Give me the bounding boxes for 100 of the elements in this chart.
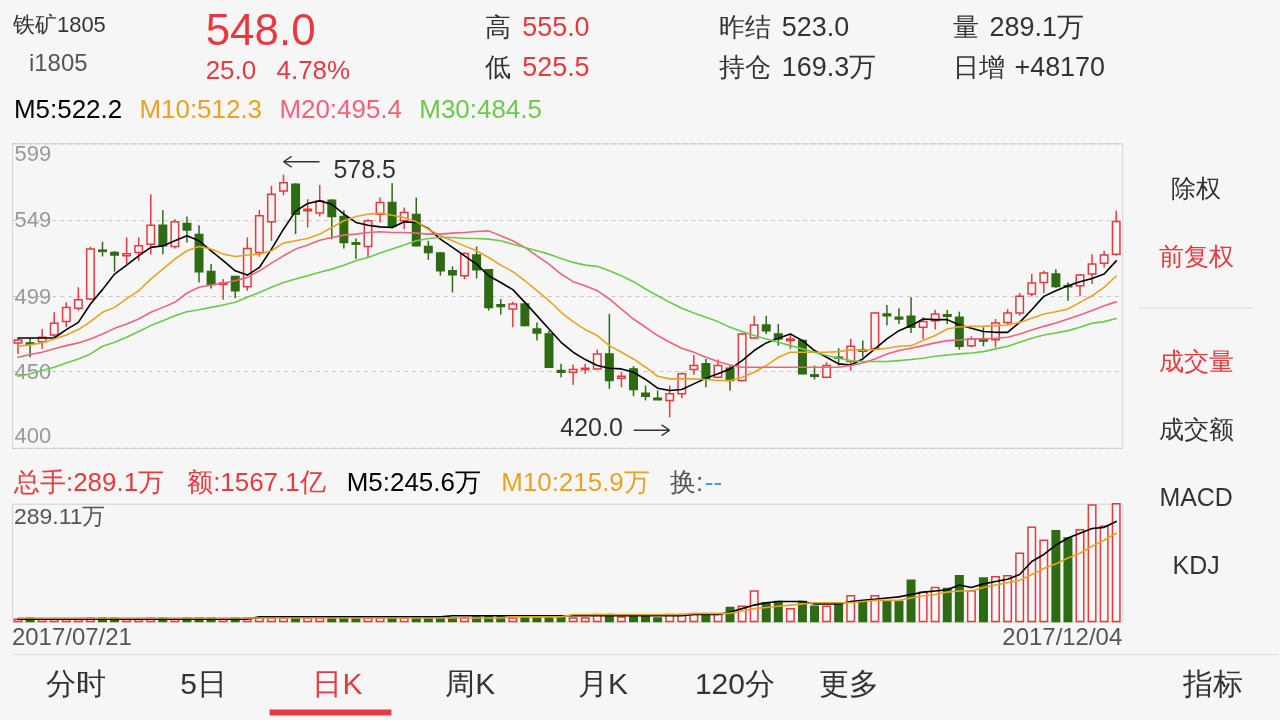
text: +48170 <box>1014 52 1106 83</box>
bar <box>749 590 759 623</box>
annotation: 289.11万 <box>13 502 106 529</box>
text: 548.0 <box>205 5 316 55</box>
bar <box>592 613 602 623</box>
bar <box>1039 539 1049 623</box>
bar <box>1075 528 1085 623</box>
text: 铁矿1805 <box>11 11 106 37</box>
text: 更多 <box>818 667 879 701</box>
bar <box>978 577 988 623</box>
bar <box>134 618 144 623</box>
text: MACD <box>1159 482 1233 511</box>
bar <box>894 600 904 623</box>
text: 169.3万 <box>781 52 877 83</box>
bar <box>689 613 699 623</box>
bar <box>822 605 832 623</box>
bar <box>1087 504 1097 623</box>
bar <box>713 613 723 623</box>
bar <box>61 618 71 623</box>
text: 日增 <box>952 53 1005 82</box>
text: i1805 <box>28 49 88 77</box>
bar <box>170 618 180 623</box>
bar <box>665 613 675 623</box>
text: 成交额 <box>1158 414 1234 443</box>
text: KDJ <box>1172 550 1220 579</box>
text: 前复权 <box>1158 242 1234 271</box>
text: 指标 <box>1182 667 1244 701</box>
text: 周K <box>445 667 496 701</box>
y-tick-label: 400 <box>14 423 52 449</box>
text: 高 <box>485 12 512 41</box>
text: 换: <box>670 467 704 496</box>
bar <box>460 617 470 623</box>
annotation: 420.0 <box>560 413 623 442</box>
bar <box>954 574 964 623</box>
text: M5:522.2 <box>13 95 123 124</box>
text: 525.5 <box>522 52 590 83</box>
text: M5:245.6万 <box>346 467 481 496</box>
text: M10:512.3 <box>139 95 263 124</box>
bar <box>508 617 518 623</box>
bar <box>13 618 23 623</box>
text: 日K <box>312 667 363 701</box>
bar <box>653 617 663 623</box>
text: 分时 <box>45 667 106 701</box>
y-tick-label: 549 <box>14 207 52 233</box>
bar <box>580 617 590 623</box>
bar <box>279 617 288 623</box>
y-tick-label: 499 <box>14 283 52 309</box>
bar <box>1111 503 1121 623</box>
text: 月K <box>578 667 629 701</box>
bar <box>1003 574 1013 623</box>
bar <box>146 617 156 623</box>
text: 4.78% <box>276 56 351 85</box>
annotation: 578.5 <box>333 154 396 183</box>
text: 低 <box>485 53 512 82</box>
bar <box>73 618 83 623</box>
bar <box>930 586 940 623</box>
text: 120分 <box>694 667 775 701</box>
text: 5日 <box>180 667 228 701</box>
bar <box>315 617 325 623</box>
text: 289.1万 <box>989 11 1084 42</box>
bar <box>737 605 747 623</box>
text: 555.0 <box>522 11 590 42</box>
text: 昨结 <box>718 12 771 41</box>
bar <box>49 618 59 623</box>
bar <box>1051 530 1061 623</box>
bar <box>677 613 687 623</box>
text: 总手:289.1万 <box>12 467 165 496</box>
bar <box>966 590 976 623</box>
text: M30:484.5 <box>419 95 542 124</box>
bar <box>906 579 916 623</box>
bar <box>303 617 313 623</box>
text: M10:215.9万 <box>501 467 650 496</box>
bar <box>882 600 892 623</box>
bar <box>37 618 47 623</box>
text: M20:495.4 <box>279 95 402 124</box>
bar <box>568 617 578 623</box>
bar <box>1015 552 1025 623</box>
text: 除权 <box>1171 174 1222 203</box>
bar <box>1063 537 1073 623</box>
bar <box>991 576 1001 623</box>
bar <box>1027 526 1037 623</box>
y-tick-label: 599 <box>14 140 52 166</box>
bar <box>616 616 626 623</box>
bar <box>846 594 856 623</box>
bar <box>785 607 795 623</box>
bar <box>1099 525 1109 623</box>
bar <box>858 600 868 623</box>
text: 25.0 <box>205 56 257 85</box>
bar <box>834 603 844 623</box>
bar <box>870 594 880 623</box>
text: -- <box>704 467 723 496</box>
text: 523.0 <box>781 11 850 42</box>
text: 额:1567.1亿 <box>187 467 326 496</box>
text: 成交量 <box>1158 346 1234 375</box>
text: 量 <box>952 12 979 41</box>
bar <box>810 605 819 623</box>
text: 持仓 <box>718 53 771 82</box>
text: 2017/12/04 <box>1002 622 1123 650</box>
text: 2017/07/21 <box>11 622 132 650</box>
bar <box>218 618 228 623</box>
